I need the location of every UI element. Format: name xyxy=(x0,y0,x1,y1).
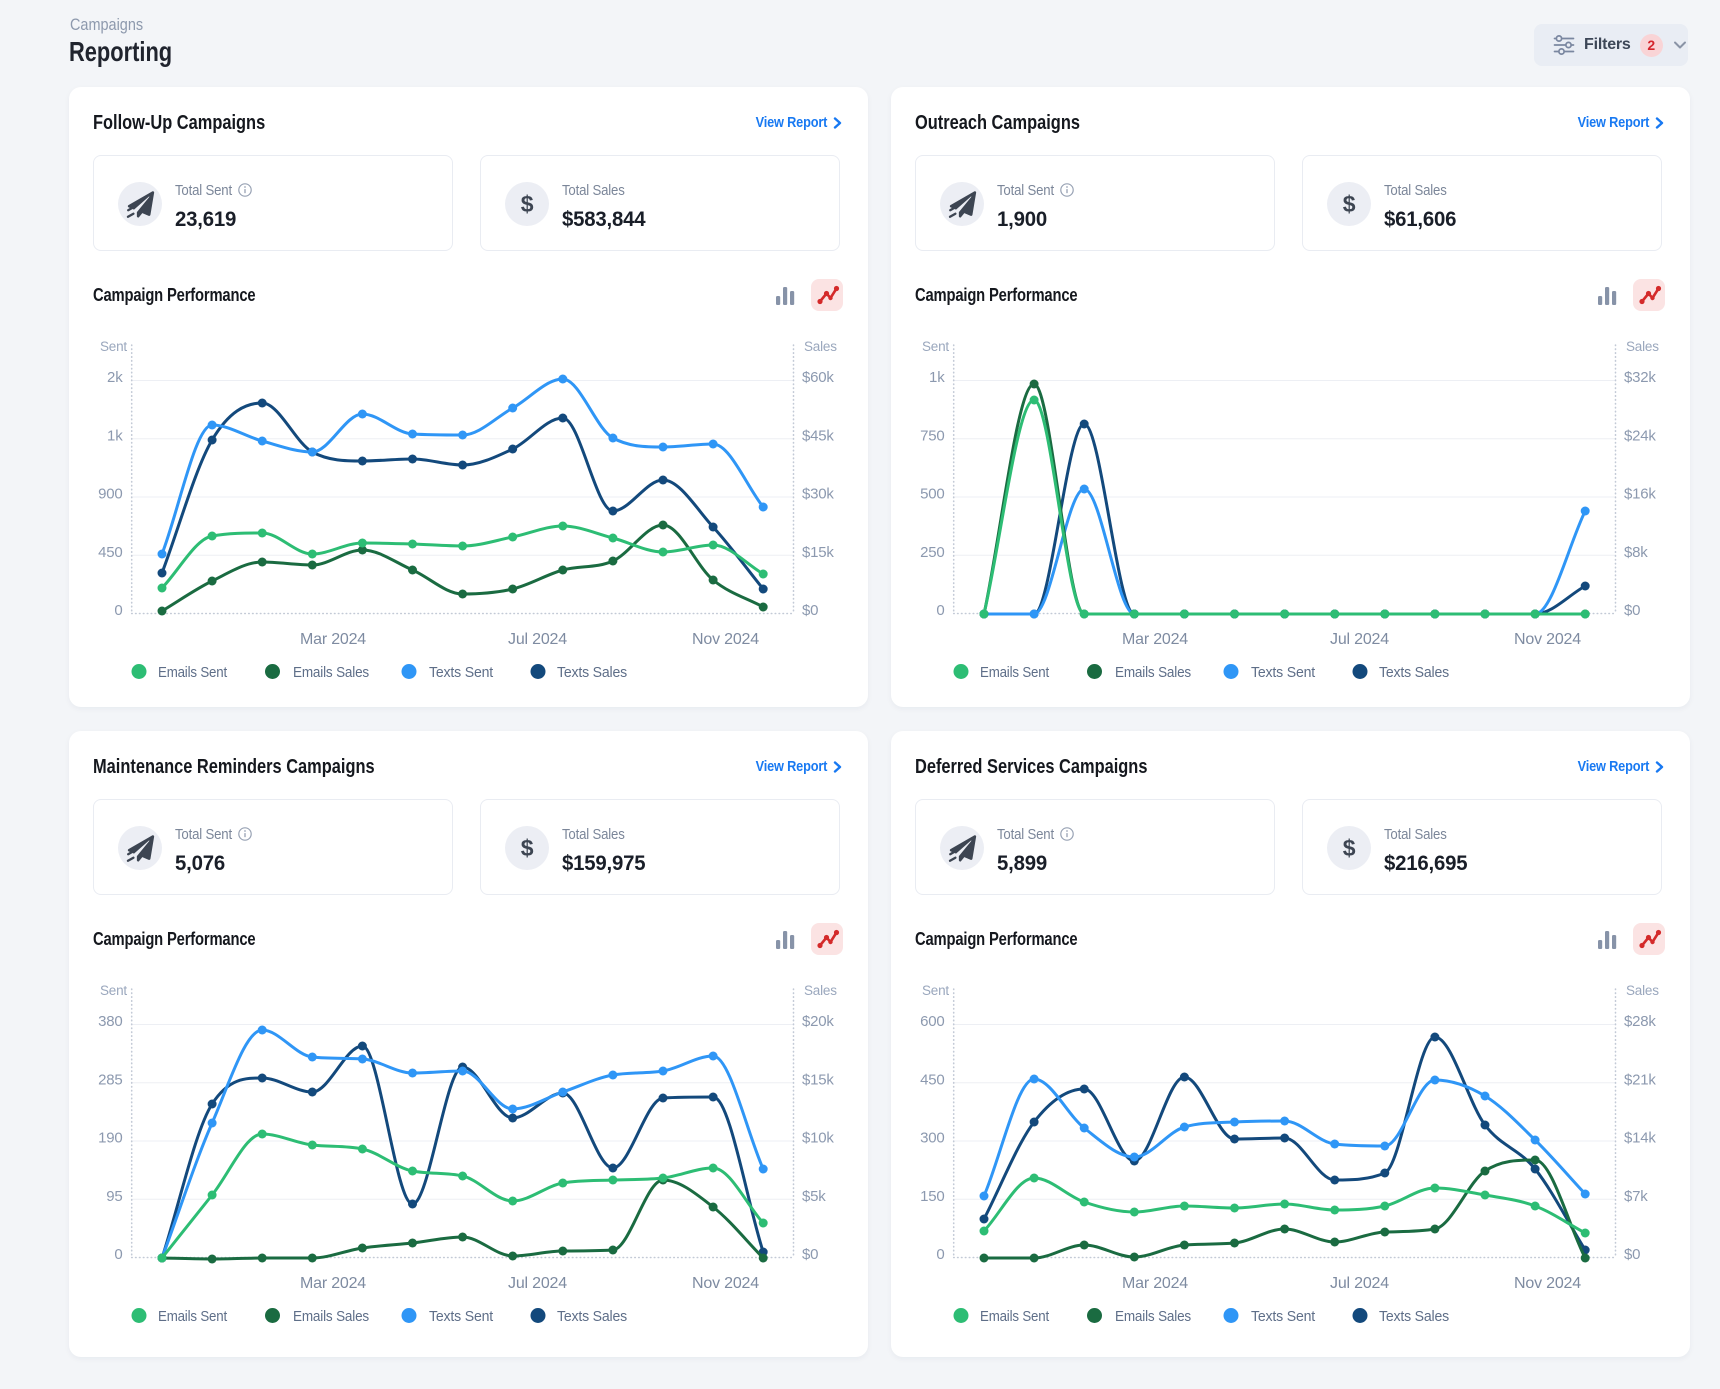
svg-text:Sales: Sales xyxy=(804,983,837,998)
svg-text:500: 500 xyxy=(920,486,944,503)
svg-text:2k: 2k xyxy=(107,369,123,386)
svg-text:Sales: Sales xyxy=(804,339,837,354)
svg-text:Mar 2024: Mar 2024 xyxy=(300,1275,366,1292)
svg-text:Texts Sales: Texts Sales xyxy=(557,1308,627,1325)
svg-text:Nov 2024: Nov 2024 xyxy=(692,631,759,648)
svg-text:$45k: $45k xyxy=(802,427,834,444)
svg-text:0: 0 xyxy=(936,602,944,619)
svg-text:$5k: $5k xyxy=(802,1188,826,1205)
svg-text:$7k: $7k xyxy=(1624,1188,1648,1205)
svg-text:150: 150 xyxy=(920,1188,944,1205)
svg-text:Emails Sales: Emails Sales xyxy=(293,664,369,681)
svg-text:$28k: $28k xyxy=(1624,1013,1656,1030)
svg-text:95: 95 xyxy=(106,1188,122,1205)
svg-text:380: 380 xyxy=(98,1013,122,1030)
svg-text:Texts Sent: Texts Sent xyxy=(429,1308,494,1325)
svg-text:Sent: Sent xyxy=(922,339,949,354)
svg-text:285: 285 xyxy=(98,1071,122,1088)
svg-text:$0: $0 xyxy=(1624,1246,1640,1263)
svg-text:Emails Sales: Emails Sales xyxy=(1115,1308,1191,1325)
svg-text:750: 750 xyxy=(920,427,944,444)
svg-text:$14k: $14k xyxy=(1624,1130,1656,1147)
svg-text:300: 300 xyxy=(920,1130,944,1147)
svg-text:Sent: Sent xyxy=(100,339,127,354)
svg-text:0: 0 xyxy=(114,602,122,619)
svg-text:Texts Sales: Texts Sales xyxy=(1379,664,1449,681)
svg-text:Texts Sent: Texts Sent xyxy=(1251,1308,1316,1325)
svg-text:Jul 2024: Jul 2024 xyxy=(508,1275,567,1292)
svg-text:Jul 2024: Jul 2024 xyxy=(1330,1275,1389,1292)
svg-text:$20k: $20k xyxy=(802,1013,834,1030)
svg-text:$0: $0 xyxy=(802,1246,818,1263)
svg-text:Texts Sent: Texts Sent xyxy=(1251,664,1316,681)
svg-text:Nov 2024: Nov 2024 xyxy=(692,1275,759,1292)
svg-text:$24k: $24k xyxy=(1624,427,1656,444)
svg-text:Mar 2024: Mar 2024 xyxy=(300,631,366,648)
svg-text:Texts Sent: Texts Sent xyxy=(429,664,494,681)
svg-text:Emails Sent: Emails Sent xyxy=(158,664,228,681)
svg-text:$16k: $16k xyxy=(1624,486,1656,503)
svg-text:Emails Sent: Emails Sent xyxy=(980,1308,1050,1325)
svg-text:$15k: $15k xyxy=(802,1071,834,1088)
svg-text:$15k: $15k xyxy=(802,544,834,561)
svg-text:$60k: $60k xyxy=(802,369,834,386)
svg-text:$21k: $21k xyxy=(1624,1071,1656,1088)
svg-text:Nov 2024: Nov 2024 xyxy=(1514,1275,1581,1292)
svg-text:0: 0 xyxy=(114,1246,122,1263)
svg-text:Sent: Sent xyxy=(100,983,127,998)
svg-text:Emails Sales: Emails Sales xyxy=(293,1308,369,1325)
svg-text:Texts Sales: Texts Sales xyxy=(1379,1308,1449,1325)
svg-text:Jul 2024: Jul 2024 xyxy=(508,631,567,648)
svg-text:450: 450 xyxy=(920,1071,944,1088)
svg-text:Sent: Sent xyxy=(922,983,949,998)
svg-text:$0: $0 xyxy=(1624,602,1640,619)
svg-text:1k: 1k xyxy=(929,369,945,386)
svg-text:Sales: Sales xyxy=(1626,339,1659,354)
svg-text:Texts Sales: Texts Sales xyxy=(557,664,627,681)
svg-text:$30k: $30k xyxy=(802,486,834,503)
svg-text:190: 190 xyxy=(98,1130,122,1147)
svg-text:Mar 2024: Mar 2024 xyxy=(1122,631,1188,648)
svg-text:$8k: $8k xyxy=(1624,544,1648,561)
svg-text:Emails Sent: Emails Sent xyxy=(980,664,1050,681)
svg-text:Sales: Sales xyxy=(1626,983,1659,998)
svg-text:$0: $0 xyxy=(802,602,818,619)
svg-text:Mar 2024: Mar 2024 xyxy=(1122,1275,1188,1292)
svg-text:450: 450 xyxy=(98,544,122,561)
svg-text:Emails Sales: Emails Sales xyxy=(1115,664,1191,681)
svg-text:900: 900 xyxy=(98,486,122,503)
svg-text:$10k: $10k xyxy=(802,1130,834,1147)
svg-text:Jul 2024: Jul 2024 xyxy=(1330,631,1389,648)
svg-text:Nov 2024: Nov 2024 xyxy=(1514,631,1581,648)
svg-text:250: 250 xyxy=(920,544,944,561)
svg-text:600: 600 xyxy=(920,1013,944,1030)
svg-text:1k: 1k xyxy=(107,427,123,444)
svg-text:$32k: $32k xyxy=(1624,369,1656,386)
svg-text:0: 0 xyxy=(936,1246,944,1263)
svg-text:Emails Sent: Emails Sent xyxy=(158,1308,228,1325)
